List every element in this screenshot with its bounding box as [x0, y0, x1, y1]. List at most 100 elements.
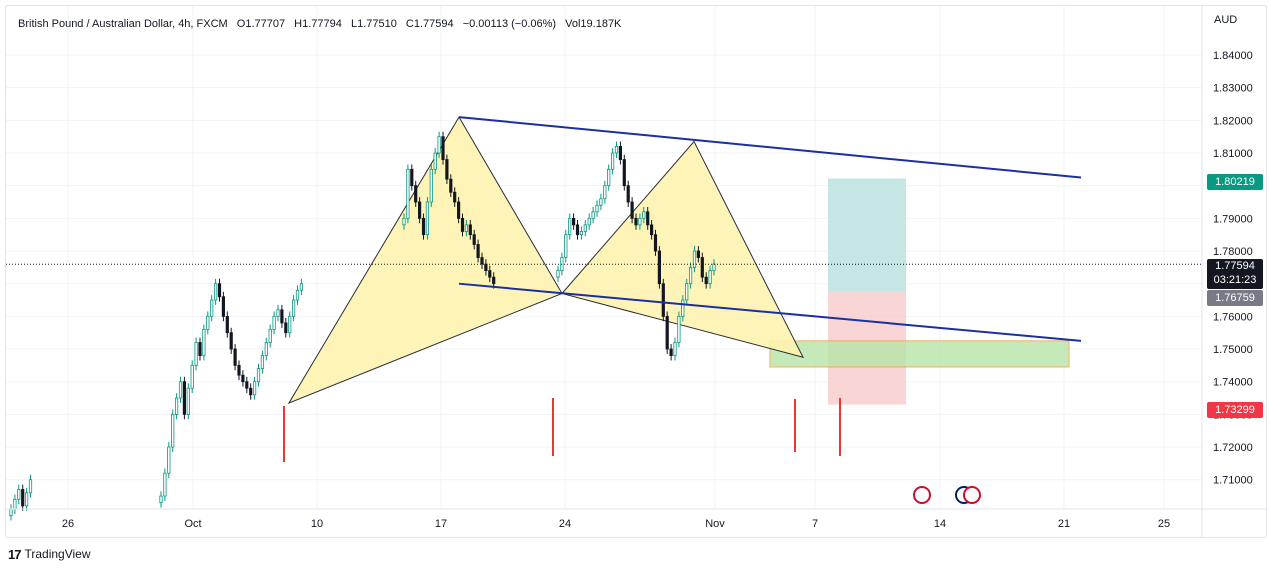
- candle-body: [464, 224, 469, 232]
- volume-value: Vol19.187K: [565, 18, 622, 30]
- candle-body: [583, 224, 587, 232]
- candle-body: [13, 498, 17, 510]
- candle-body: [626, 185, 630, 203]
- x-tick-label: 25: [1158, 518, 1170, 530]
- candle-body: [696, 250, 701, 258]
- candle-body: [653, 234, 658, 252]
- candle-body: [414, 185, 418, 203]
- low-value: L1.77510: [350, 18, 397, 30]
- y-tick-label: 1.71000: [1213, 475, 1253, 487]
- x-tick-label: 14: [934, 518, 946, 530]
- candles: [9, 131, 716, 521]
- candle-body: [206, 315, 210, 330]
- candle-body: [252, 381, 257, 396]
- target-price-tag: 1.80219: [1207, 174, 1263, 190]
- candle-body: [256, 368, 261, 383]
- candle-body: [622, 159, 626, 187]
- candle-body: [657, 250, 662, 285]
- candle-body: [241, 374, 245, 383]
- candle-body: [233, 348, 237, 366]
- signal-marks: [283, 398, 981, 504]
- x-tick-label: 26: [62, 518, 74, 530]
- candle-body: [665, 315, 669, 350]
- candle-body: [599, 198, 603, 206]
- candle-body: [190, 364, 194, 389]
- candle-body: [217, 283, 222, 298]
- candle-body: [484, 263, 488, 272]
- footer: 17 TradingView: [8, 545, 91, 563]
- candle-body: [402, 217, 406, 226]
- candle-body: [638, 217, 642, 226]
- candle-body: [194, 342, 198, 366]
- candle-body: [178, 381, 183, 399]
- candle-body: [492, 276, 496, 285]
- candle-body: [630, 201, 634, 219]
- x-tick-label: 10: [311, 518, 323, 530]
- candle-body: [213, 283, 218, 301]
- demand-zone: [769, 340, 1070, 368]
- candle-body: [603, 185, 607, 200]
- candle-body: [650, 224, 654, 236]
- y-tick-label: 1.82000: [1213, 115, 1253, 127]
- candle-body: [681, 299, 685, 317]
- candle-body: [579, 231, 584, 236]
- candle-body: [406, 168, 410, 219]
- candle-body: [460, 217, 465, 232]
- candle-body: [572, 217, 576, 226]
- tradingview-logo-icon: 17: [8, 546, 22, 562]
- candle-body: [673, 342, 677, 356]
- candle-body: [677, 315, 681, 343]
- candle-body: [429, 168, 433, 203]
- candle-body: [661, 283, 665, 317]
- candle-body: [445, 159, 449, 180]
- candle-body: [456, 201, 461, 219]
- close-value: C1.77594: [405, 18, 454, 30]
- candle-body: [167, 446, 171, 474]
- channel-lines: [6, 116, 1202, 342]
- candle-body: [299, 283, 304, 291]
- bar-countdown: 03:21:23: [1213, 274, 1257, 286]
- candle-body: [28, 479, 33, 494]
- candle-body: [468, 224, 472, 236]
- candle-body: [268, 329, 272, 343]
- chart-frame[interactable]: 1.840001.830001.820001.810001.800001.790…: [5, 5, 1267, 538]
- candle-body: [618, 146, 623, 160]
- y-tick-label: 1.78000: [1213, 246, 1253, 258]
- event-flag-icon: [963, 486, 981, 504]
- candle-body: [182, 381, 186, 415]
- candle-body: [433, 152, 437, 170]
- candle-body: [288, 315, 292, 334]
- candle-body: [198, 342, 202, 356]
- candle-body: [614, 146, 619, 154]
- current-price-tag: 1.77594 03:21:23: [1207, 259, 1263, 289]
- candle-body: [712, 263, 716, 272]
- symbol-title[interactable]: British Pound / Australian Dollar, 4h, F…: [18, 18, 228, 30]
- candle-body: [295, 289, 300, 301]
- y-tick-label: 1.81000: [1213, 148, 1253, 160]
- target-zone: [828, 178, 906, 292]
- y-tick-label: 1.74000: [1213, 377, 1253, 389]
- candle-body: [210, 299, 214, 317]
- candle-body: [568, 217, 572, 236]
- candle-body: [264, 342, 268, 356]
- x-tick-label: 17: [435, 518, 447, 530]
- x-tick-label: Nov: [705, 518, 725, 530]
- candle-body: [449, 178, 453, 193]
- y-tick-label: 1.84000: [1213, 50, 1253, 62]
- candle-body: [17, 489, 21, 500]
- candle-body: [595, 204, 599, 213]
- y-tick-label: 1.79000: [1213, 213, 1253, 225]
- price-chart[interactable]: 1.840001.830001.820001.810001.800001.790…: [6, 6, 1267, 538]
- candle-body: [417, 201, 422, 219]
- candle-body: [441, 136, 445, 160]
- candle-body: [476, 244, 480, 258]
- x-tick-label: Oct: [184, 518, 201, 530]
- candle-body: [237, 364, 241, 376]
- candle-body: [472, 234, 476, 245]
- candle-body: [689, 266, 693, 285]
- x-tick-label: 24: [559, 518, 571, 530]
- pattern-triangle-xab: [287, 116, 563, 404]
- y-tick-label: 1.76000: [1213, 311, 1253, 323]
- candle-body: [708, 270, 712, 285]
- high-value: H1.77794: [294, 18, 342, 30]
